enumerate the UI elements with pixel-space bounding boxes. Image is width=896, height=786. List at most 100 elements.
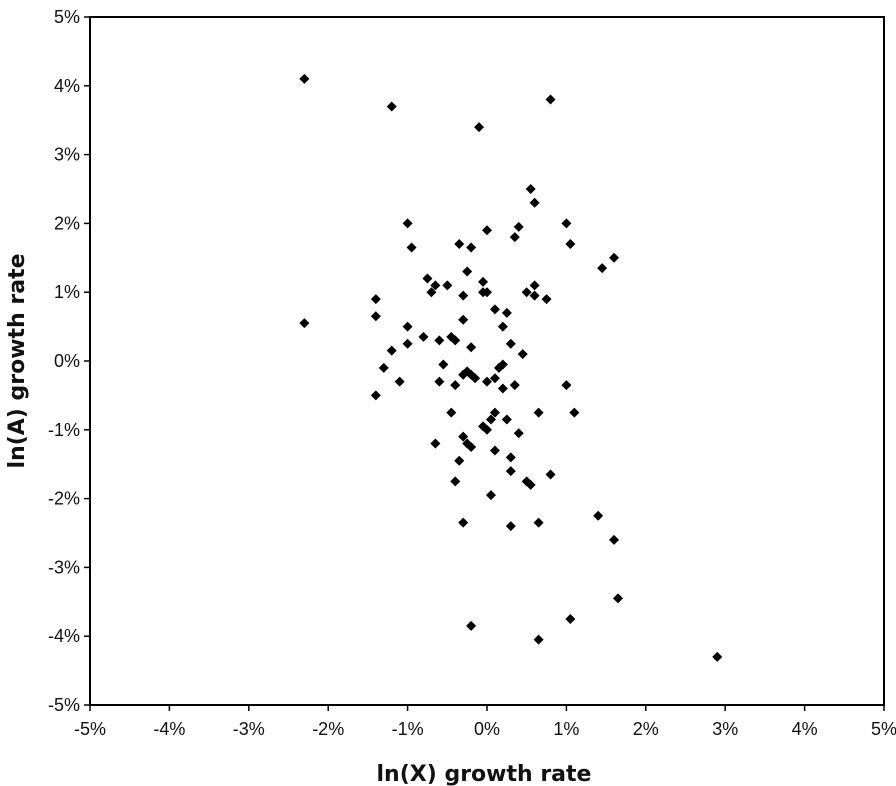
data-point xyxy=(541,294,552,305)
data-point xyxy=(458,517,469,528)
data-point xyxy=(466,442,477,452)
data-point xyxy=(501,414,512,425)
data-point xyxy=(462,366,473,377)
data-point xyxy=(394,376,405,387)
data-point xyxy=(450,476,461,487)
data-point xyxy=(509,380,520,391)
data-point xyxy=(597,263,608,274)
y-tick-label: 1% xyxy=(54,282,80,302)
data-point xyxy=(613,593,624,604)
y-tick-label: -1% xyxy=(48,420,80,440)
data-point xyxy=(529,197,540,208)
x-axis-ticks: -5% -4% -3% -2% -1% 0% 1% 2% 3% 4% 5% xyxy=(74,705,896,739)
data-point xyxy=(402,321,413,332)
y-tick-label: 3% xyxy=(54,145,80,165)
data-point xyxy=(370,390,381,401)
data-point xyxy=(545,94,556,105)
y-tick-label: 4% xyxy=(54,76,80,96)
data-point xyxy=(525,184,536,194)
data-point xyxy=(446,407,457,418)
data-point xyxy=(565,239,576,250)
data-point xyxy=(430,280,441,291)
y-axis-label: ln(A) growth rate xyxy=(5,253,30,468)
data-point xyxy=(561,380,572,391)
data-point xyxy=(370,294,381,305)
data-point xyxy=(501,307,512,318)
data-point xyxy=(513,428,524,439)
data-point xyxy=(505,338,516,349)
data-point xyxy=(474,122,485,133)
y-tick-label: 5% xyxy=(54,7,80,27)
data-point xyxy=(402,218,413,229)
data-point xyxy=(482,225,492,236)
data-point xyxy=(529,280,540,291)
data-point xyxy=(561,218,572,229)
data-point xyxy=(533,517,544,528)
data-point xyxy=(497,383,508,394)
x-tick-label: 0% xyxy=(474,719,500,739)
data-point xyxy=(450,335,461,346)
y-tick-label: -4% xyxy=(48,626,80,646)
x-tick-label: -4% xyxy=(153,719,185,739)
data-point xyxy=(593,510,604,521)
data-point xyxy=(422,273,433,284)
data-point xyxy=(406,242,417,253)
data-point xyxy=(505,466,516,477)
x-tick-label: 3% xyxy=(712,719,738,739)
data-point xyxy=(482,287,492,298)
x-tick-label: 4% xyxy=(792,719,818,739)
data-point xyxy=(418,331,429,342)
y-tick-label: -2% xyxy=(48,489,80,509)
data-point xyxy=(470,373,481,384)
data-point xyxy=(517,349,528,360)
y-axis-ticks: 5% 4% 3% 2% 1% 0% -1% -2% -3% -4% -5% xyxy=(48,7,90,715)
data-point xyxy=(493,362,504,373)
data-point xyxy=(489,373,500,384)
data-point xyxy=(712,651,723,662)
x-tick-label: 1% xyxy=(553,719,579,739)
data-point xyxy=(489,407,500,418)
data-point xyxy=(370,311,381,322)
data-point xyxy=(485,490,496,501)
data-point xyxy=(402,338,413,349)
data-point xyxy=(454,455,465,466)
plot-area xyxy=(89,16,885,706)
x-tick-label: 2% xyxy=(633,719,659,739)
y-tick-label: -5% xyxy=(48,695,80,715)
data-point xyxy=(609,534,620,545)
data-point xyxy=(386,101,397,112)
y-tick-label: 2% xyxy=(54,213,80,233)
data-point xyxy=(438,359,449,370)
y-tick-label: -3% xyxy=(48,557,80,577)
data-point xyxy=(482,376,492,387)
data-point xyxy=(533,407,544,418)
data-point xyxy=(485,414,496,425)
data-point xyxy=(434,376,445,387)
data-point xyxy=(497,321,508,332)
data-points xyxy=(299,73,723,662)
data-point xyxy=(454,239,465,250)
x-tick-label: -3% xyxy=(233,719,265,739)
data-point xyxy=(426,287,437,298)
x-tick-label: -1% xyxy=(392,719,424,739)
data-point xyxy=(466,242,477,253)
data-point xyxy=(442,280,453,291)
data-point xyxy=(430,438,441,449)
data-point xyxy=(505,521,516,532)
data-point xyxy=(466,620,477,631)
data-point xyxy=(434,335,445,346)
data-point xyxy=(386,345,397,356)
data-point xyxy=(458,431,469,442)
data-point xyxy=(299,73,310,84)
data-point xyxy=(478,276,489,287)
x-axis-label: ln(X) growth rate xyxy=(377,762,592,786)
data-point xyxy=(489,304,500,315)
data-point xyxy=(466,342,477,353)
x-tick-label: -5% xyxy=(74,719,106,739)
data-point xyxy=(533,634,544,645)
data-point xyxy=(609,252,620,263)
data-point xyxy=(509,232,520,243)
data-point xyxy=(545,469,556,480)
data-point xyxy=(565,614,576,624)
